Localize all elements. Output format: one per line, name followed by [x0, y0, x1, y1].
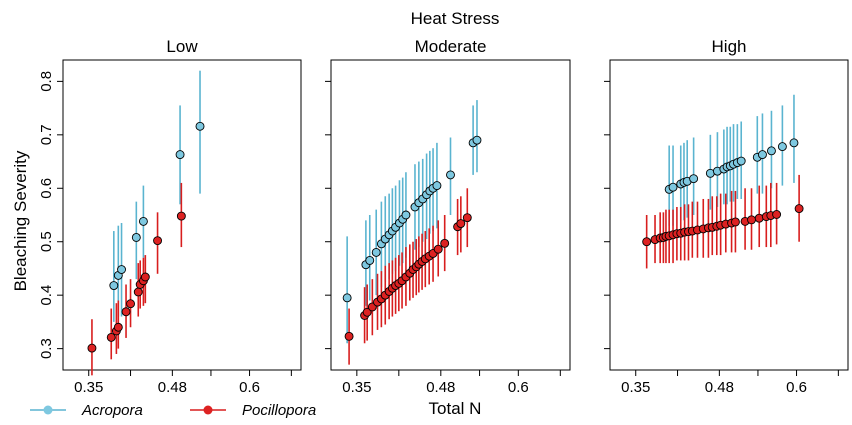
legend-marker: [43, 405, 53, 415]
panels: Low 0.35 0.48 0.6 0.3 0.4 0.5 0.6 0.7 0.8 Moderate…: [38, 37, 849, 396]
data-point: [472, 135, 482, 145]
data-point: [432, 181, 442, 191]
data-point: [736, 156, 746, 166]
legend-label: Pocillopora: [242, 402, 316, 419]
data-point: [121, 307, 131, 317]
panel-frame: [330, 59, 571, 371]
data-point: [462, 213, 472, 223]
panel-moderate: Moderate 0.35 0.48 0.6: [325, 37, 571, 396]
x-axis-label: Total N: [429, 399, 482, 418]
series-pocillopora: [344, 188, 472, 365]
y-tick-label: 0.3: [38, 338, 55, 359]
y-tick-label: 0.4: [38, 285, 55, 306]
legend: Acropora Pocillopora: [30, 402, 316, 419]
data-point: [642, 237, 652, 247]
data-point: [757, 150, 767, 160]
data-point: [138, 216, 148, 226]
data-point: [401, 210, 411, 220]
x-tick-label: 0.35: [342, 379, 371, 396]
x-tick-label: 0.48: [426, 379, 455, 396]
legend-marker: [203, 405, 213, 415]
data-point: [126, 299, 135, 309]
panel-label: Moderate: [415, 37, 487, 56]
series-acropora: [109, 70, 205, 322]
panel-label: Low: [166, 37, 198, 56]
data-point: [767, 146, 776, 156]
data-point: [109, 281, 119, 291]
x-tick-label: 0.6: [239, 379, 260, 396]
y-axis-label: Bleaching Severity: [11, 150, 30, 291]
y-tick-label: 0.5: [38, 231, 55, 252]
data-point: [117, 265, 126, 274]
data-point: [689, 174, 699, 184]
series-acropora: [342, 100, 482, 344]
data-point: [344, 331, 354, 341]
data-point: [794, 204, 804, 214]
panel-high: High 0.35 0.48 0.6: [604, 37, 849, 396]
data-point: [747, 215, 756, 225]
data-point: [777, 142, 787, 152]
x-tick-label: 0.35: [621, 379, 650, 396]
data-point: [668, 182, 678, 192]
panel-frame: [62, 59, 302, 371]
x-tick-label: 0.48: [158, 379, 187, 396]
data-point: [772, 210, 782, 219]
x-tick-label: 0.35: [74, 379, 103, 396]
data-point: [133, 287, 143, 297]
panel-frame: [609, 59, 849, 371]
data-point: [176, 211, 186, 221]
data-point: [153, 236, 163, 246]
data-point: [106, 332, 116, 342]
x-tick-label: 0.6: [786, 379, 807, 396]
data-point: [789, 138, 799, 148]
data-point: [342, 293, 352, 303]
y-tick-label: 0.8: [38, 71, 55, 92]
data-point: [440, 238, 450, 248]
x-tick-label: 0.6: [508, 379, 529, 396]
series-pocillopora: [642, 174, 804, 269]
data-point: [175, 150, 185, 160]
legend-item-acropora: Acropora: [30, 402, 143, 419]
legend-label: Acropora: [81, 402, 143, 419]
data-point: [365, 255, 375, 265]
data-point: [113, 322, 123, 332]
data-point: [446, 170, 455, 180]
data-point: [371, 247, 381, 257]
data-point: [140, 272, 150, 282]
series-pocillopora: [87, 182, 186, 376]
data-point: [456, 219, 466, 229]
data-point: [87, 343, 97, 353]
y-tick-label: 0.7: [38, 124, 55, 145]
data-point: [730, 217, 740, 227]
chart-title: Heat Stress: [411, 9, 500, 28]
data-point: [433, 244, 443, 254]
x-tick-label: 0.48: [705, 379, 734, 396]
y-tick-label: 0.6: [38, 178, 55, 199]
data-point: [362, 307, 372, 317]
panel-label: High: [712, 37, 747, 56]
data-point: [195, 121, 205, 131]
panel-low: Low 0.35 0.48 0.6 0.3 0.4 0.5 0.6 0.7 0.8: [38, 37, 302, 396]
legend-item-pocillopora: Pocillopora: [190, 402, 316, 419]
data-point: [131, 232, 141, 242]
